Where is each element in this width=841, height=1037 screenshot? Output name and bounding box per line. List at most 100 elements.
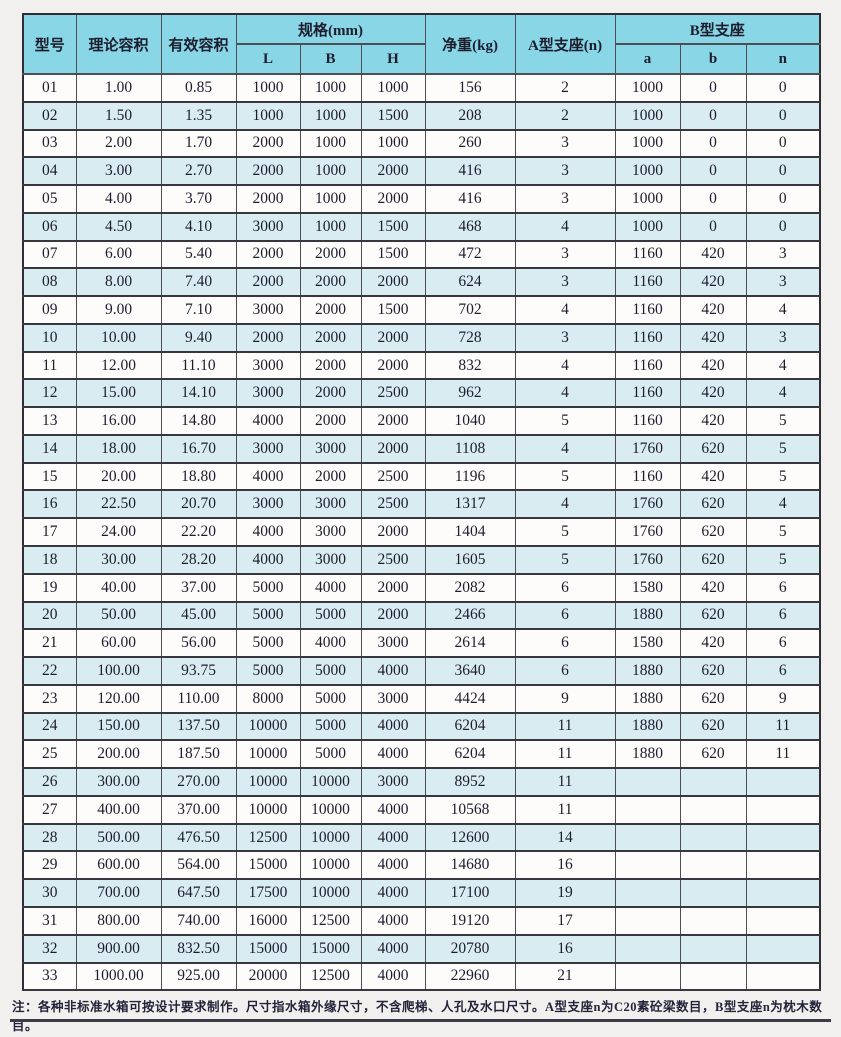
table-row: 08 8.00 7.40 2000 2000 2000 624 3 1160 420 3	[22, 267, 821, 298]
table-cell: 18.80	[160, 461, 237, 492]
table-cell: 1317	[424, 489, 516, 520]
table-cell: 420	[679, 239, 747, 270]
table-cell: 3	[514, 239, 616, 270]
table-cell: 1160	[614, 322, 681, 353]
table-cell: 832	[424, 350, 516, 381]
table-row: 07 6.00 5.40 2000 2000 1500 472 3 1160 420 3	[22, 239, 821, 270]
table-cell: 5	[745, 545, 821, 575]
table-cell: 5000	[299, 600, 362, 631]
table-cell: 10568	[424, 794, 516, 825]
table-cell	[614, 850, 681, 881]
table-cell: 14.80	[160, 406, 237, 436]
table-cell: 416	[424, 156, 516, 187]
table-cell	[614, 961, 681, 992]
header-b-b: b	[679, 43, 747, 75]
table-cell: 17500	[235, 878, 301, 908]
table-cell: 3000	[235, 295, 301, 325]
table-cell	[614, 794, 681, 825]
table-cell: 11	[514, 711, 616, 742]
table-cell: 2000	[299, 267, 362, 298]
table-cell: 900.00	[75, 933, 162, 964]
header-theoretical-volume: 理论容积	[75, 13, 162, 75]
table-cell: 1000	[614, 211, 681, 242]
table-cell: 1000	[299, 184, 362, 214]
table-cell: 156	[424, 73, 516, 103]
table-cell: 10000	[235, 794, 301, 825]
table-cell: 620	[679, 739, 747, 770]
table-cell	[679, 878, 747, 908]
table-cell	[679, 822, 747, 853]
table-cell: 1.70	[160, 128, 237, 159]
table-cell: 420	[679, 295, 747, 325]
table-cell: 5000	[299, 683, 362, 714]
table-cell: 05	[22, 184, 77, 214]
table-cell: 1000	[614, 128, 681, 159]
table-cell: 12.00	[75, 350, 162, 381]
table-cell: 5	[745, 461, 821, 492]
table-cell: 468	[424, 211, 516, 242]
table-cell: 22	[22, 656, 77, 686]
table-cell: 11	[22, 350, 77, 381]
table-cell: 3	[514, 156, 616, 187]
table-cell: 120.00	[75, 683, 162, 714]
table-cell: 3	[514, 267, 616, 298]
table-cell: 22.50	[75, 489, 162, 520]
table-row: 10 10.00 9.40 2000 2000 2000 728 3 1160 420 3	[22, 322, 821, 353]
table-cell: 4000	[235, 517, 301, 548]
table-cell: 12600	[424, 822, 516, 853]
table-cell: 3000	[235, 211, 301, 242]
header-model: 型号	[22, 13, 77, 75]
table-cell: 15000	[235, 933, 301, 964]
table-cell: 564.00	[160, 850, 237, 881]
table-cell: 17100	[424, 878, 516, 908]
table-cell: 11.10	[160, 350, 237, 381]
table-cell: 2000	[299, 461, 362, 492]
table-cell: 150.00	[75, 711, 162, 742]
table-cell: 20.70	[160, 489, 237, 520]
table-cell: 6	[745, 656, 821, 686]
table-cell: 1500	[360, 239, 426, 270]
table-cell: 4	[745, 489, 821, 520]
table-cell: 4000	[360, 656, 426, 686]
table-cell: 0	[679, 156, 747, 187]
table-cell: 4000	[235, 545, 301, 575]
table-cell: 4000	[360, 961, 426, 992]
table-cell: 4	[514, 211, 616, 242]
table-row: 04 3.00 2.70 2000 1000 2000 416 3 1000 0 0	[22, 156, 821, 187]
table-cell: 728	[424, 322, 516, 353]
table-cell: 1500	[360, 100, 426, 131]
table-row: 23 120.00 110.00 8000 5000 3000 4424 9 1880 620 9	[22, 683, 821, 714]
table-cell: 24	[22, 711, 77, 742]
table-cell: 1000	[299, 128, 362, 159]
table-row: 12 15.00 14.10 3000 2000 2500 962 4 1160 420 4	[22, 378, 821, 409]
table-cell: 18.00	[75, 433, 162, 464]
table-row: 09 9.00 7.10 3000 2000 1500 702 4 1160 420 4	[22, 295, 821, 325]
table-cell: 22960	[424, 961, 516, 992]
table-cell: 5000	[235, 656, 301, 686]
table-cell: 10000	[299, 878, 362, 908]
table-cell: 420	[679, 378, 747, 409]
table-cell: 1000	[614, 184, 681, 214]
table-row: 21 60.00 56.00 5000 4000 3000 2614 6 1580 420 6	[22, 628, 821, 659]
table-row: 26 300.00 270.00 10000 10000 3000 8952 11	[22, 767, 821, 797]
table-cell: 420	[679, 322, 747, 353]
table-cell: 1500	[360, 295, 426, 325]
table-cell: 5000	[235, 600, 301, 631]
table-cell: 4000	[235, 461, 301, 492]
table-cell: 45.00	[160, 600, 237, 631]
table-cell: 2000	[360, 433, 426, 464]
table-cell: 20780	[424, 933, 516, 964]
table-cell: 5	[514, 406, 616, 436]
table-cell: 9.40	[160, 322, 237, 353]
table-cell: 2000	[299, 350, 362, 381]
table-cell: 1760	[614, 433, 681, 464]
table-cell	[679, 905, 747, 936]
header-spec-group: 规格(mm)	[235, 13, 426, 45]
table-cell: 4	[514, 295, 616, 325]
table-cell: 5000	[235, 628, 301, 659]
table-cell: 5.40	[160, 239, 237, 270]
table-cell: 8.00	[75, 267, 162, 298]
table-cell: 10000	[235, 739, 301, 770]
table-cell	[745, 822, 821, 853]
table-cell: 400.00	[75, 794, 162, 825]
